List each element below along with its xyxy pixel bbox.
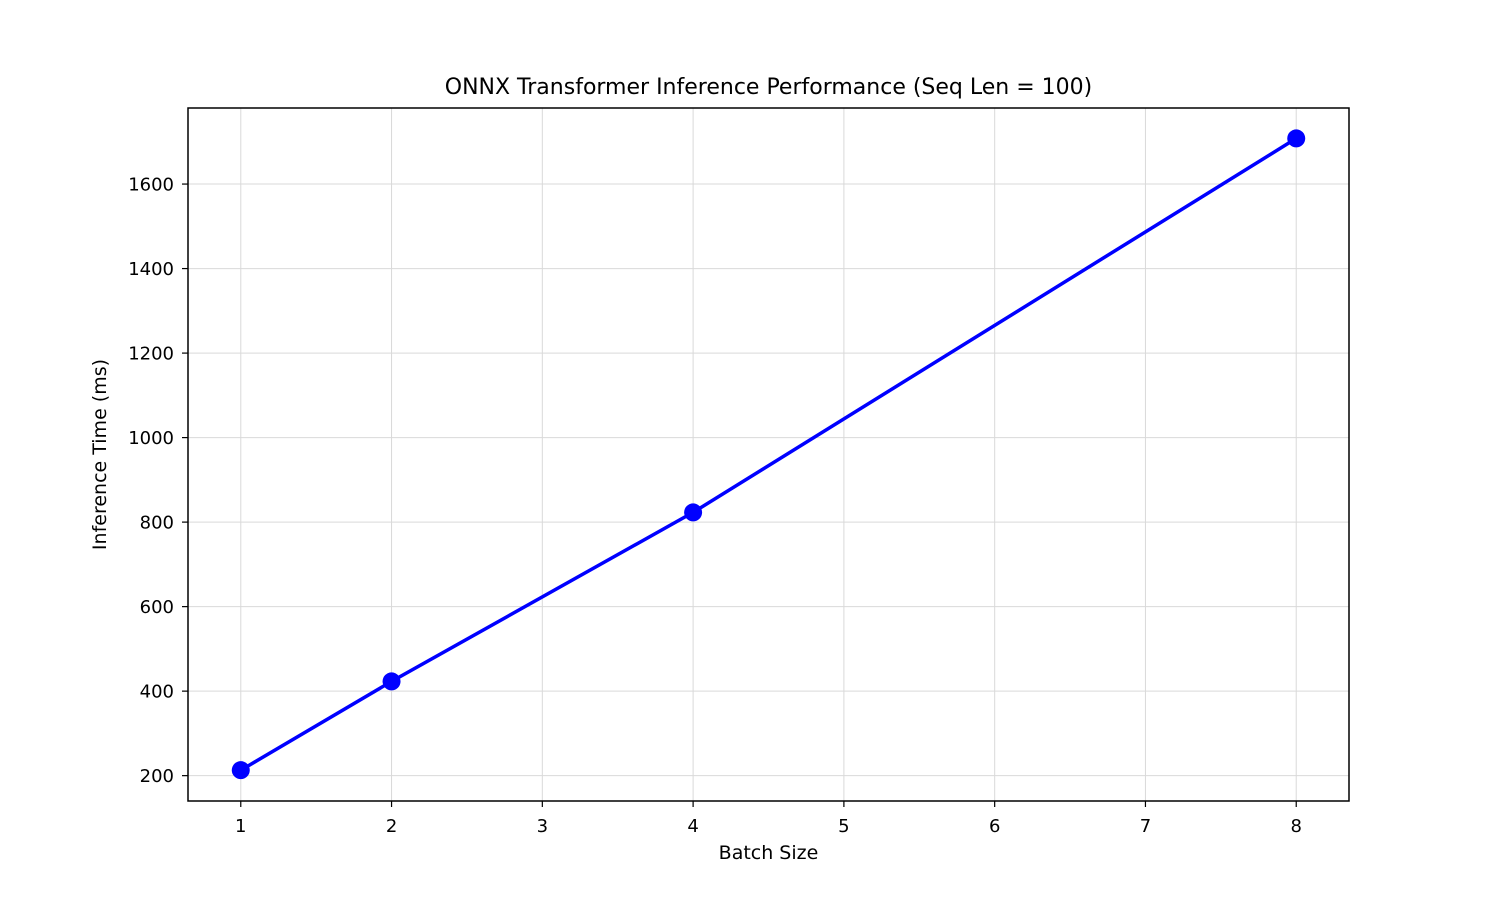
y-tick-label: 1400 [128,259,174,280]
grid-layer [188,108,1349,801]
x-tick-label: 2 [386,816,397,837]
y-tick-label: 1000 [128,428,174,449]
y-tick-label: 600 [140,597,174,618]
x-tick-label: 7 [1140,816,1151,837]
y-tick-label: 200 [140,766,174,787]
data-point-marker [684,503,703,522]
x-tick-label: 1 [235,816,246,837]
x-tick-label: 4 [687,816,698,837]
x-axis-label: Batch Size [719,842,819,864]
data-point-marker [1287,129,1306,148]
x-tick-label: 6 [989,816,1000,837]
chart-title: ONNX Transformer Inference Performance (… [445,75,1092,100]
y-axis-label: Inference Time (ms) [89,359,111,550]
series-layer [231,129,1306,780]
y-tick-label: 1200 [128,344,174,365]
y-tick-label: 400 [140,682,174,703]
data-point-marker [231,761,250,780]
plot-frame [187,107,1350,802]
y-tick-label: 800 [140,513,174,534]
series-line [239,136,1298,772]
x-tick-label: 3 [537,816,548,837]
data-point-marker [382,672,401,691]
y-tick-label: 1600 [128,175,174,196]
x-tick-label: 8 [1291,816,1302,837]
tick-layer: 1 2 3 4 5 6 7 8 200 400 600 800 1000 1200 1400 1600 [128,175,1302,837]
x-tick-label: 5 [838,816,849,837]
